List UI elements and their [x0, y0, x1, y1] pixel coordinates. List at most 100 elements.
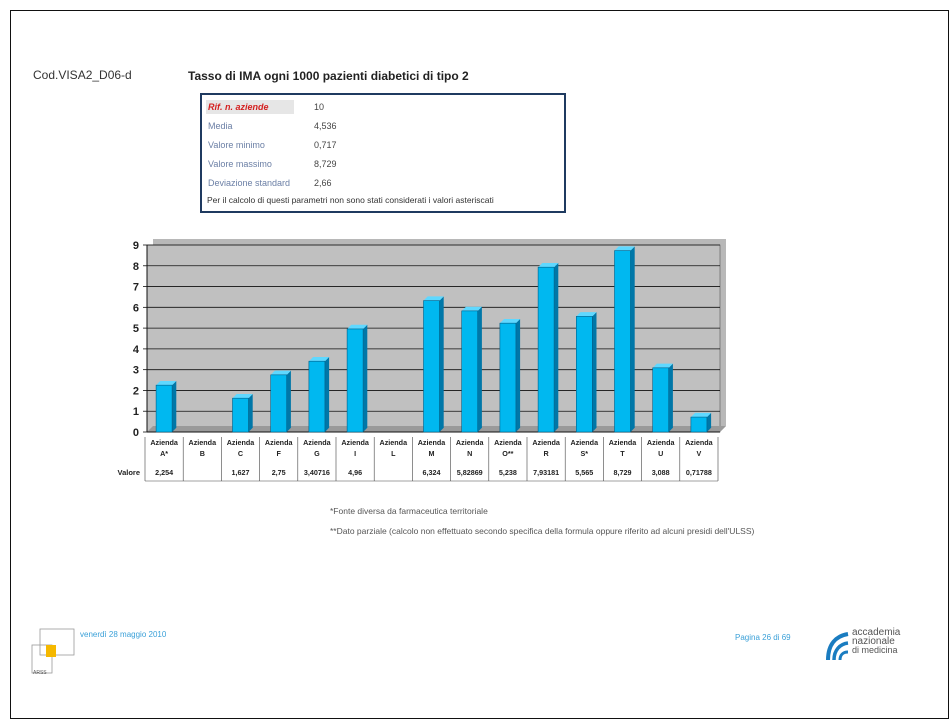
bar-side: [439, 296, 444, 432]
y-tick-label: 5: [133, 323, 139, 335]
table-row-label: Valore: [117, 468, 140, 477]
logo-line: nazionale: [852, 636, 895, 647]
x-tick-label: S*: [581, 449, 589, 458]
stats-note: Per il calcolo di questi parametri non s…: [207, 195, 494, 205]
x-tick-label: R: [543, 449, 549, 458]
stats-label: Deviazione standard: [208, 178, 291, 188]
stats-value: 10: [314, 102, 325, 112]
x-tick-label: Azienda: [609, 438, 638, 447]
x-tick-label: T: [620, 449, 625, 458]
data-label: 7,93181: [533, 468, 559, 477]
y-tick-label: 6: [133, 302, 139, 314]
x-tick-label: Azienda: [532, 438, 561, 447]
arss-logo: ARSS: [31, 628, 75, 676]
y-tick-label: 8: [133, 261, 139, 273]
logo-line: accademia: [852, 627, 901, 638]
bar: [499, 322, 517, 433]
bar-side: [554, 262, 559, 432]
bar-side: [324, 357, 330, 432]
bar-side: [172, 380, 177, 432]
x-tick-label: F: [277, 449, 282, 458]
bar-top: [232, 393, 253, 399]
x-tick-label: L: [391, 449, 396, 458]
bar-top: [156, 380, 177, 386]
footnotes: *Fonte diversa da farmaceutica territori…: [330, 506, 800, 546]
bar-side: [630, 246, 635, 432]
data-label: 1,627: [232, 468, 250, 477]
accademia-logo-mark: [826, 632, 849, 661]
stats-label: Valore massimo: [208, 159, 272, 169]
x-tick-label: Azienda: [456, 438, 485, 447]
data-label: 8,729: [614, 468, 632, 477]
bar-side: [286, 370, 291, 432]
accademia-logo-text: accademia nazionale di medicina: [852, 628, 900, 655]
bar-top: [270, 370, 291, 375]
x-tick-label: M: [429, 449, 435, 458]
bar-top: [423, 296, 444, 301]
y-tick-label: 3: [133, 365, 139, 377]
accademia-logo: accademia nazionale di medicina: [824, 626, 934, 666]
chart-title: Tasso di IMA ogni 1000 pazienti diabetic…: [188, 69, 469, 83]
stats-value: 8,729: [314, 159, 337, 169]
data-label: 5,238: [499, 468, 517, 477]
y-tick-label: 9: [133, 240, 139, 252]
y-tick-label: 2: [133, 385, 139, 397]
footnote-2: **Dato parziale (calcolo non effettuato …: [330, 526, 755, 536]
data-label: 3,088: [652, 468, 670, 477]
bar: [575, 316, 593, 433]
x-tick-label: O**: [502, 449, 513, 458]
data-label: 4,96: [348, 468, 362, 477]
stats-value: 0,717: [314, 140, 337, 150]
bar-top: [576, 312, 597, 317]
data-label: 5,82869: [457, 468, 483, 477]
bar: [308, 360, 326, 433]
bar-side: [363, 324, 368, 432]
arss-logo-text: ARSS: [33, 670, 47, 676]
x-tick-label: Azienda: [341, 438, 370, 447]
footer-date: venerdì 28 maggio 2010: [80, 630, 167, 639]
bar-top: [652, 363, 673, 368]
y-tick-label: 4: [133, 344, 140, 356]
x-tick-label: Azienda: [265, 438, 294, 447]
stats-value: 4,536: [314, 121, 337, 131]
x-tick-label: U: [658, 449, 663, 458]
data-label: 0,71788: [686, 468, 712, 477]
bar-top: [690, 412, 712, 418]
x-tick-label: I: [354, 449, 356, 458]
bar-side: [248, 393, 253, 432]
x-tick-label: Azienda: [380, 438, 409, 447]
x-tick-label: Azienda: [227, 438, 256, 447]
x-tick-label: Azienda: [647, 438, 676, 447]
y-tick-label: 0: [133, 427, 139, 439]
x-tick-label: Azienda: [418, 438, 447, 447]
stats-label: Valore minimo: [208, 140, 265, 150]
data-label: 2,75: [272, 468, 286, 477]
x-tick-label: C: [238, 449, 243, 458]
bar-top: [614, 246, 635, 251]
bar-side: [477, 306, 482, 432]
bar: [537, 266, 555, 433]
data-label: 5,565: [575, 468, 593, 477]
bar-top: [538, 262, 559, 268]
bar: [614, 250, 631, 433]
bar: [461, 310, 479, 433]
stats-value: 2,66: [314, 178, 332, 188]
bar-top: [308, 357, 330, 362]
footer-page-number: Pagina 26 di 69: [735, 633, 791, 642]
y-tick-label: 7: [133, 282, 139, 294]
x-tick-label: G: [314, 449, 320, 458]
y-tick-label: 1: [133, 406, 139, 418]
bar: [270, 374, 288, 433]
stats-label: Media: [208, 121, 233, 131]
document-code: Cod.VISA2_D06-d: [33, 68, 132, 82]
x-tick-label: Azienda: [571, 438, 600, 447]
x-tick-label: Azienda: [303, 438, 332, 447]
bar: [232, 397, 249, 433]
bar-side: [592, 312, 597, 432]
x-tick-label: A*: [160, 449, 168, 458]
stats-box: Rif. n. aziende 10 Media 4,536 Valore mi…: [200, 93, 566, 213]
bar-side: [668, 363, 673, 432]
x-tick-label: N: [467, 449, 472, 458]
footnote-1: *Fonte diversa da farmaceutica territori…: [330, 506, 488, 516]
